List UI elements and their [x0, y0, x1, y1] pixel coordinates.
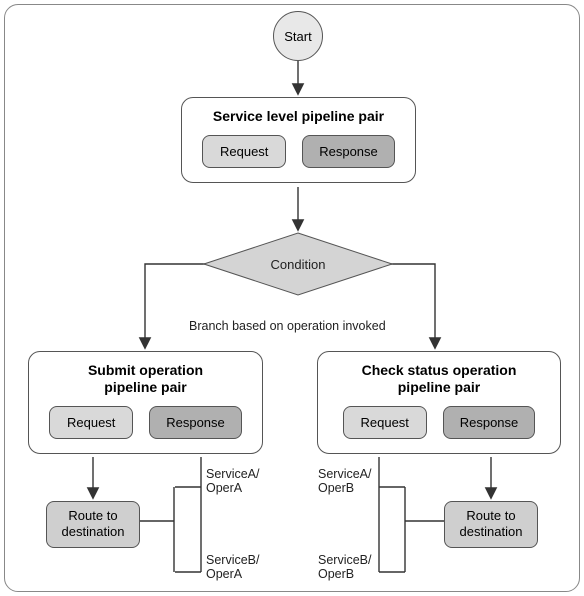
submit-pipeline-row: Request Response [49, 406, 242, 439]
service-response-pill: Response [302, 135, 395, 168]
svc-right-b: ServiceB/ OperB [318, 553, 372, 582]
service-pipeline-pair: Service level pipeline pair Request Resp… [181, 97, 416, 183]
checkstatus-response-pill: Response [443, 406, 536, 439]
checkstatus-pipeline-pair: Check status operation pipeline pair Req… [317, 351, 561, 454]
checkstatus-request-pill: Request [343, 406, 427, 439]
start-label: Start [284, 29, 311, 44]
checkstatus-pipeline-row: Request Response [343, 406, 536, 439]
service-request-pill: Request [202, 135, 286, 168]
branch-annotation: Branch based on operation invoked [189, 319, 386, 333]
route-right-label: Route to destination [460, 508, 523, 541]
svc-right-a: ServiceA/ OperB [318, 467, 372, 496]
service-pipeline-title: Service level pipeline pair [213, 108, 384, 125]
svc-left-a: ServiceA/ OperA [206, 467, 260, 496]
flowchart-canvas: Start Service level pipeline pair Reques… [4, 4, 580, 592]
submit-response-pill: Response [149, 406, 242, 439]
service-pipeline-row: Request Response [202, 135, 395, 168]
start-node: Start [273, 11, 323, 61]
route-left-label: Route to destination [62, 508, 125, 541]
svc-left-b: ServiceB/ OperA [206, 553, 260, 582]
route-left: Route to destination [46, 501, 140, 548]
submit-pipeline-title: Submit operation pipeline pair [88, 362, 203, 396]
submit-request-pill: Request [49, 406, 133, 439]
submit-pipeline-pair: Submit operation pipeline pair Request R… [28, 351, 263, 454]
condition-node: Condition [203, 232, 393, 296]
checkstatus-pipeline-title: Check status operation pipeline pair [362, 362, 517, 396]
condition-label: Condition [203, 232, 393, 296]
route-right: Route to destination [444, 501, 538, 548]
